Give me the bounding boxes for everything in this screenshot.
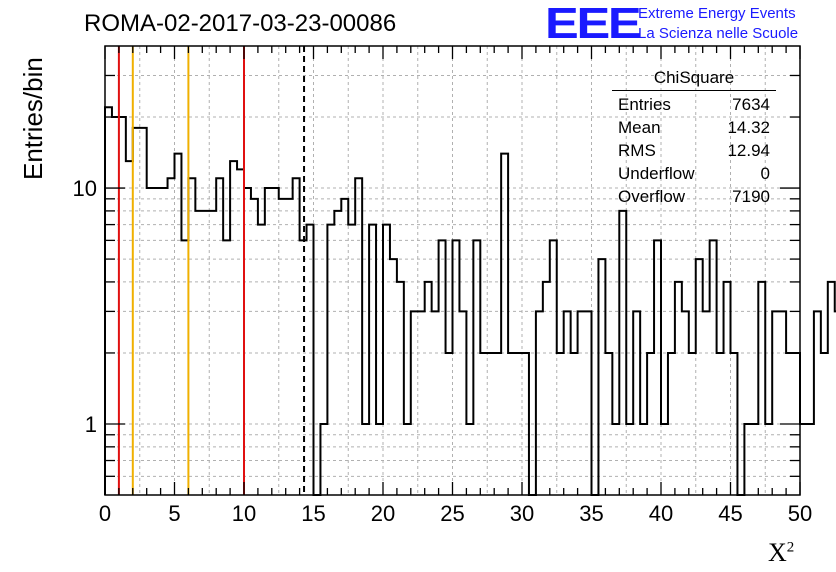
x-tick-label: 25	[440, 501, 464, 526]
histogram-series	[104, 106, 836, 496]
stats-title: ChiSquare	[612, 68, 776, 91]
x-tick-label: 15	[301, 501, 325, 526]
x-axis-label-sup: 2	[786, 539, 795, 556]
y-tick-label: 10	[73, 176, 97, 201]
stats-box: ChiSquare Entries 7634 Mean 14.32 RMS 12.94…	[612, 68, 776, 208]
x-axis-label: X2	[768, 538, 794, 568]
y-axis-label: Entries/bin	[18, 57, 48, 180]
stats-label: Mean	[618, 118, 661, 137]
stats-value: 7190	[732, 187, 770, 206]
stats-value: 7634	[732, 95, 770, 114]
stats-label: RMS	[618, 141, 656, 160]
x-tick-label: 0	[99, 501, 111, 526]
stats-label: Underflow	[618, 164, 695, 183]
y-tick-label: 1	[85, 412, 97, 437]
x-tick-label: 50	[788, 501, 812, 526]
x-tick-label: 20	[371, 501, 395, 526]
x-axis-label-text: X	[768, 538, 787, 567]
x-tick-label: 30	[510, 501, 534, 526]
stats-row: Overflow 7190	[612, 185, 776, 208]
stats-row: Entries 7634	[612, 93, 776, 116]
x-tick-label: 5	[168, 501, 180, 526]
stats-value: 0	[760, 164, 770, 183]
x-tick-label: 10	[232, 501, 256, 526]
chart-title: ROMA-02-2017-03-23-00086	[84, 10, 397, 37]
x-tick-label: 45	[718, 501, 742, 526]
stats-row: Underflow 0	[612, 162, 776, 185]
stats-label: Entries	[618, 95, 671, 114]
stats-value: 14.32	[727, 118, 770, 137]
eee-logo: EEE	[545, 0, 642, 48]
logo-caption: Extreme Energy Events La Scienza nelle S…	[638, 4, 798, 44]
stats-label: Overflow	[618, 187, 686, 206]
stats-value: 12.94	[727, 141, 770, 160]
x-tick-label: 35	[579, 501, 603, 526]
stats-row: RMS 12.94	[612, 139, 776, 162]
x-tick-label: 40	[649, 501, 673, 526]
logo-line-2: La Scienza nelle Scuole	[638, 25, 799, 42]
logo-line-1: Extreme Energy Events	[638, 5, 796, 22]
stats-row: Mean 14.32	[612, 116, 776, 139]
